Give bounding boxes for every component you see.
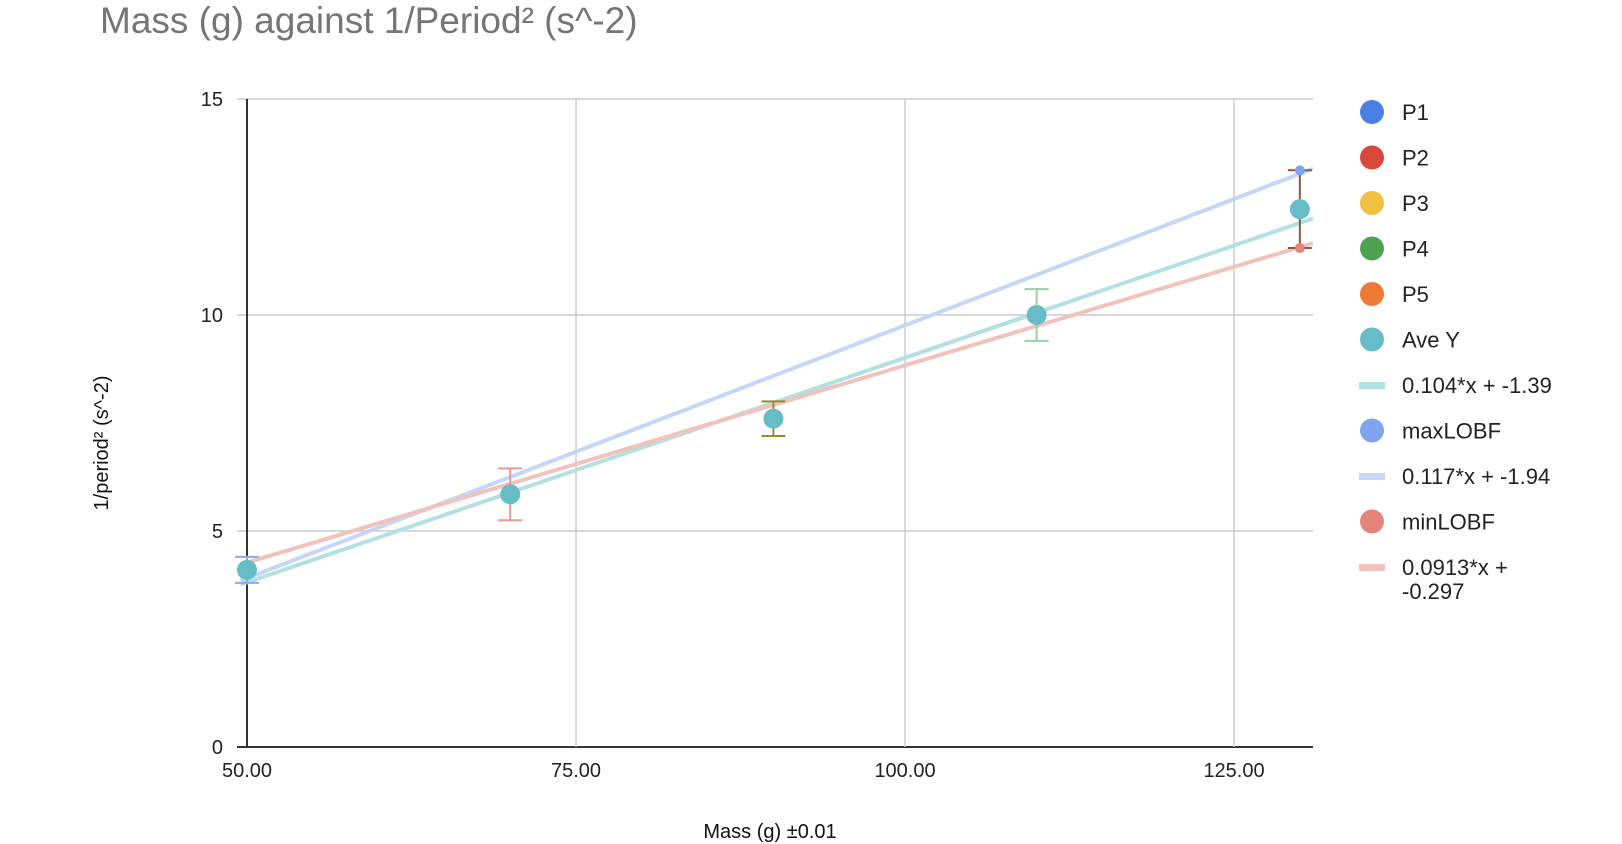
x-tick-label: 75.00 bbox=[551, 760, 601, 782]
legend-swatch bbox=[1360, 236, 1384, 261]
legend-item: minLOBF bbox=[1360, 509, 1495, 535]
legend-swatch bbox=[1360, 282, 1384, 306]
legend-item: P2 bbox=[1360, 145, 1429, 171]
legend-item: 0.104*x + -1.39 bbox=[1359, 373, 1552, 398]
legend-swatch bbox=[1359, 382, 1385, 389]
legend-label: Ave Y bbox=[1402, 328, 1460, 353]
tick-labels: 0 5 10 15 50.00 75.00 100.00 125.00 bbox=[201, 89, 1265, 782]
legend-item: maxLOBF bbox=[1360, 418, 1501, 444]
legend-label: P1 bbox=[1402, 100, 1429, 125]
x-axis-title: Mass (g) ±0.01 bbox=[703, 821, 836, 843]
legend-swatch bbox=[1359, 473, 1385, 480]
legend-item: Ave Y bbox=[1360, 327, 1460, 353]
data-point bbox=[1026, 305, 1047, 325]
legend-swatch bbox=[1360, 509, 1384, 534]
legend-label: minLOBF bbox=[1402, 510, 1495, 535]
legend-label: 0.117*x + -1.94 bbox=[1402, 464, 1550, 489]
trendlines bbox=[239, 166, 1313, 587]
data-point bbox=[237, 559, 257, 580]
legend: P1 P2 P3 P4 P5 Ave Y 0.104*x + -1.39 maxLOBF 0.1… bbox=[1359, 100, 1552, 604]
data-point bbox=[1289, 199, 1310, 220]
y-tick-label: 15 bbox=[201, 89, 223, 111]
grid bbox=[237, 98, 1313, 748]
legend-item: P4 bbox=[1360, 236, 1429, 262]
x-tick-label: 125.00 bbox=[1203, 760, 1264, 782]
data-point bbox=[763, 408, 784, 429]
trendline bbox=[239, 166, 1313, 583]
legend-swatch bbox=[1360, 145, 1384, 170]
x-tick-label: 100.00 bbox=[874, 760, 935, 782]
y-tick-label: 5 bbox=[212, 521, 223, 543]
chart-title: Mass (g) against 1/Period² (s^-2) bbox=[100, 0, 638, 41]
data-point bbox=[1294, 165, 1305, 176]
legend-label: P2 bbox=[1402, 146, 1429, 171]
legend-swatch bbox=[1359, 564, 1385, 571]
trendline bbox=[239, 241, 1313, 567]
y-tick-label: 0 bbox=[212, 737, 223, 759]
legend-swatch bbox=[1360, 327, 1384, 352]
legend-item: P1 bbox=[1360, 100, 1429, 125]
data-points bbox=[237, 165, 1310, 580]
axis-titles: Mass (g) ±0.01 1/period² (s^-2) bbox=[91, 376, 837, 843]
data-point bbox=[1294, 243, 1305, 254]
legend-label: P4 bbox=[1402, 237, 1429, 262]
legend-label: P3 bbox=[1402, 191, 1429, 216]
legend-item: 0.117*x + -1.94 bbox=[1359, 464, 1550, 489]
legend-item: P5 bbox=[1360, 282, 1429, 307]
y-axis-title: 1/period² (s^-2) bbox=[91, 376, 113, 511]
data-point bbox=[500, 484, 521, 505]
legend-item: 0.0913*x + -0.297 bbox=[1359, 555, 1508, 604]
x-tick-label: 50.00 bbox=[222, 760, 272, 782]
legend-swatch bbox=[1360, 100, 1384, 124]
y-tick-label: 10 bbox=[201, 305, 223, 327]
legend-label: 0.0913*x + -0.297 bbox=[1402, 555, 1508, 604]
legend-label: P5 bbox=[1402, 282, 1429, 307]
legend-swatch bbox=[1360, 191, 1384, 215]
legend-swatch bbox=[1360, 418, 1384, 443]
legend-item: P3 bbox=[1360, 191, 1429, 216]
legend-label: maxLOBF bbox=[1402, 419, 1501, 444]
legend-label: 0.104*x + -1.39 bbox=[1402, 373, 1552, 398]
